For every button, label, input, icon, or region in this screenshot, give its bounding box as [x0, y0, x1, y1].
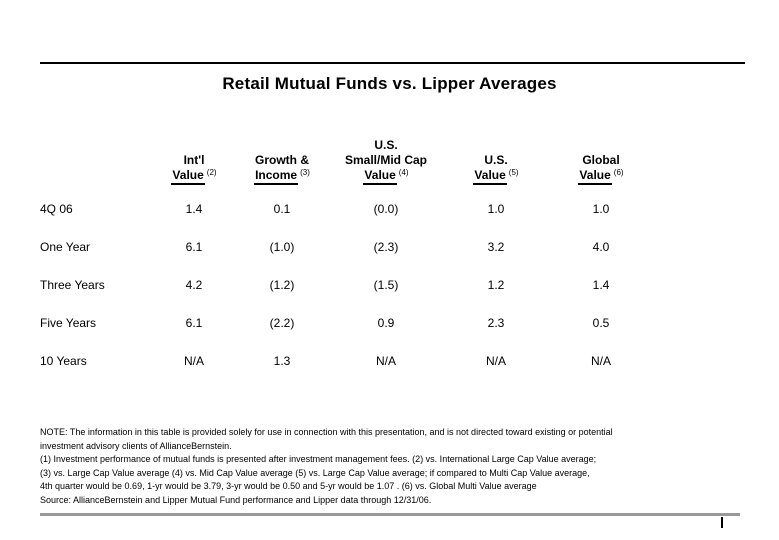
row-label: One Year	[40, 240, 91, 254]
column-header-value-line: Value (2)	[150, 168, 238, 185]
data-cell: 2.3	[487, 316, 505, 330]
data-cell: 3.2	[487, 240, 505, 254]
footnote-line: (1) Investment performance of mutual fun…	[40, 454, 597, 465]
column-header: Int'l Value (2)	[150, 108, 238, 190]
data-cell: N/A	[590, 354, 611, 368]
data-cell: (0.0)	[373, 202, 399, 216]
data-cell: N/A	[375, 354, 396, 368]
data-cell: 1.0	[592, 202, 610, 216]
returns-table: Int'l Value (2) Growth & Income (3) U.S. Small/…	[40, 108, 656, 380]
data-cell: 1.2	[487, 278, 505, 292]
data-cell: (2.3)	[373, 240, 399, 254]
column-header-value-line: Value (4)	[326, 168, 446, 185]
footnote-line: 4th quarter would be 0.69, 1-yr would be…	[40, 481, 537, 492]
table-row: 10 Years N/A 1.3 N/A N/A N/A	[40, 342, 656, 380]
page-number-marker	[721, 517, 723, 528]
data-cell: (1.0)	[269, 240, 295, 254]
row-label: 4Q 06	[40, 202, 73, 216]
column-header-underlined-label: Value	[578, 168, 612, 185]
column-header-underlined-label: Value	[171, 168, 205, 185]
data-cell: 0.9	[377, 316, 395, 330]
footnote-line: NOTE: The information in this table is p…	[40, 427, 613, 437]
data-cell: 6.1	[185, 240, 203, 254]
column-header-line: U.S.	[374, 138, 398, 152]
row-label: Five Years	[40, 316, 97, 330]
data-cell: 6.1	[185, 316, 203, 330]
column-header-line: Int'l	[183, 153, 205, 167]
footnote-reference: (6)	[613, 168, 624, 177]
table-row: Three Years 4.2 (1.2) (1.5) 1.2 1.4	[40, 266, 656, 304]
data-cell: N/A	[183, 354, 204, 368]
data-cell: 1.4	[185, 202, 203, 216]
data-cell: 0.1	[273, 202, 291, 216]
top-rule	[40, 62, 745, 64]
column-header-value-line: Value (6)	[546, 168, 656, 185]
column-header: U.S. Small/Mid Cap Value (4)	[326, 108, 446, 190]
table-row: One Year 6.1 (1.0) (2.3) 3.2 4.0	[40, 228, 656, 266]
footnotes: NOTE: The information in this table is p…	[40, 426, 680, 508]
data-cell: 4.0	[592, 240, 610, 254]
data-cell: 0.5	[592, 316, 610, 330]
footnote-reference: (2)	[206, 168, 217, 177]
data-cell: 1.4	[592, 278, 610, 292]
column-header-line: Growth &	[255, 153, 309, 167]
column-header-underlined-label: Income	[254, 168, 299, 185]
page-title: Retail Mutual Funds vs. Lipper Averages	[222, 74, 557, 93]
column-header-line: U.S.	[484, 153, 508, 167]
footnote-line: (3) vs. Large Cap Value average (4) vs. …	[40, 467, 590, 478]
column-header-underlined-label: Value	[473, 168, 507, 185]
data-cell: (2.2)	[269, 316, 295, 330]
table-row: Five Years 6.1 (2.2) 0.9 2.3 0.5	[40, 304, 656, 342]
data-cell: (1.5)	[373, 278, 399, 292]
row-label: 10 Years	[40, 354, 87, 368]
data-cell: 4.2	[185, 278, 203, 292]
footnote-reference: (3)	[300, 168, 310, 177]
column-header-underlined-label: Value	[363, 168, 397, 185]
row-label: Three Years	[40, 278, 105, 292]
footnote-line: Source: AllianceBernstein and Lipper Mut…	[40, 494, 432, 505]
table-body: 4Q 06 1.4 0.1 (0.0) 1.0 1.0 One Year 6.1 (1.0) (2…	[40, 190, 656, 380]
header-row: Int'l Value (2) Growth & Income (3) U.S. Small/…	[40, 108, 656, 190]
data-cell: 1.3	[273, 354, 291, 368]
column-header: Growth & Income (3)	[238, 108, 326, 190]
column-header-value-line: Value (5)	[446, 168, 546, 185]
column-header-line: Small/Mid Cap	[344, 153, 427, 167]
header-corner	[40, 108, 150, 190]
bottom-rule	[40, 513, 740, 516]
footnote-line: investment advisory clients of AllianceB…	[40, 440, 232, 451]
footnote-reference: (4)	[398, 168, 409, 177]
table-row: 4Q 06 1.4 0.1 (0.0) 1.0 1.0	[40, 190, 656, 228]
column-header: U.S. Value (5)	[446, 108, 546, 190]
footnote-reference: (5)	[508, 168, 519, 177]
column-header-value-line: Income (3)	[238, 168, 326, 185]
column-header-line: Global	[582, 153, 620, 167]
data-cell: N/A	[485, 354, 506, 368]
column-header: Global Value (6)	[546, 108, 656, 190]
data-cell: (1.2)	[269, 278, 295, 292]
data-cell: 1.0	[487, 202, 505, 216]
